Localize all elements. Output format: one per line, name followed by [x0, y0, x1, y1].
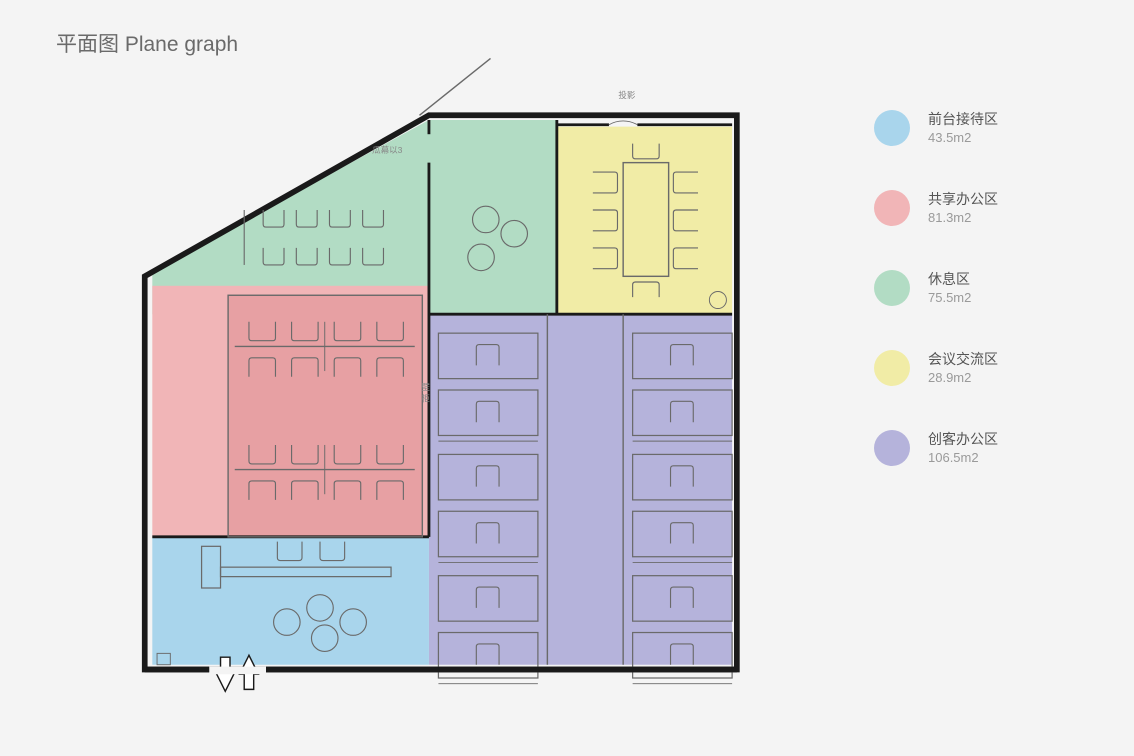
legend-item: 创客办公区 106.5m2: [874, 430, 1074, 466]
legend-area: 43.5m2: [928, 130, 998, 145]
legend-swatch: [874, 190, 910, 226]
svg-text:壁: 壁: [421, 382, 430, 392]
legend-area: 28.9m2: [928, 370, 998, 385]
legend-item: 共享办公区 81.3m2: [874, 190, 1074, 226]
legend-name: 休息区: [928, 270, 971, 288]
legend-swatch: [874, 110, 910, 146]
legend-swatch: [874, 350, 910, 386]
legend-text: 创客办公区 106.5m2: [928, 430, 998, 465]
legend-name: 会议交流区: [928, 350, 998, 368]
legend-area: 106.5m2: [928, 450, 998, 465]
legend-item: 休息区 75.5m2: [874, 270, 1074, 306]
svg-text:投影: 投影: [618, 90, 636, 100]
svg-text:柜: 柜: [421, 393, 430, 403]
legend-swatch: [874, 430, 910, 466]
legend-text: 会议交流区 28.9m2: [928, 350, 998, 385]
legend-item: 会议交流区 28.9m2: [874, 350, 1074, 386]
legend-text: 休息区 75.5m2: [928, 270, 971, 305]
svg-text:瓜幕以3: 瓜幕以3: [372, 145, 403, 155]
legend-name: 前台接待区: [928, 110, 998, 128]
floor-plan: 投影壁柜 瓜幕以3: [50, 50, 770, 730]
legend-area: 75.5m2: [928, 290, 971, 305]
legend-name: 创客办公区: [928, 430, 998, 448]
legend-swatch: [874, 270, 910, 306]
legend-text: 前台接待区 43.5m2: [928, 110, 998, 145]
legend-text: 共享办公区 81.3m2: [928, 190, 998, 225]
legend-name: 共享办公区: [928, 190, 998, 208]
legend-item: 前台接待区 43.5m2: [874, 110, 1074, 146]
legend-area: 81.3m2: [928, 210, 998, 225]
legend: 前台接待区 43.5m2 共享办公区 81.3m2 休息区 75.5m2 会议交…: [874, 110, 1074, 510]
canvas: 平面图 Plane graph 前台接待区 43.5m2 共享办公区 81.3m…: [0, 0, 1134, 756]
